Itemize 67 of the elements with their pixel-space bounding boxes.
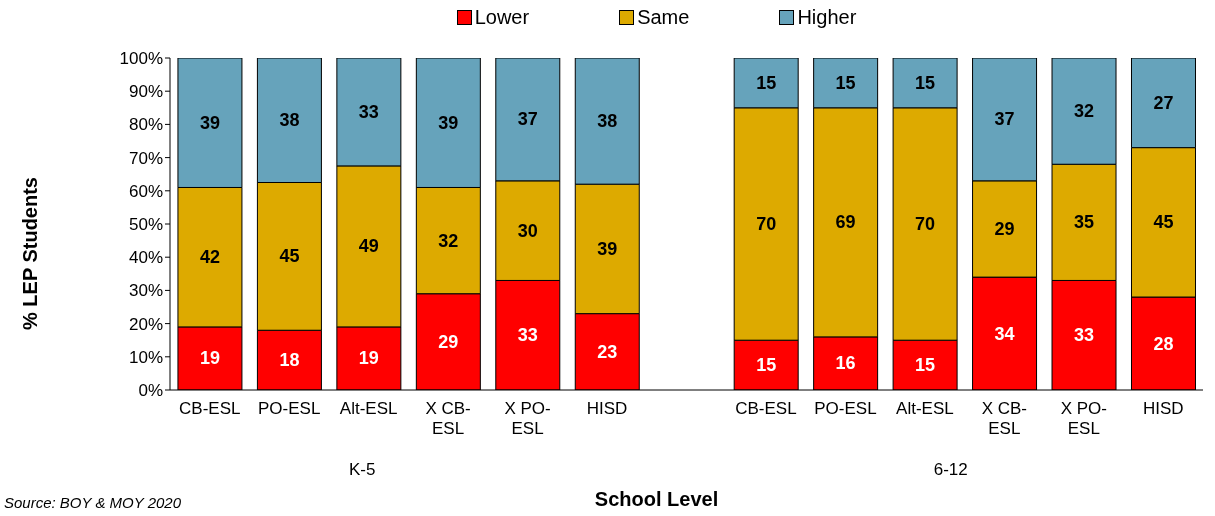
- text: K-5: [348, 460, 377, 480]
- data-label: 42: [199, 247, 220, 268]
- data-label: 34: [994, 323, 1015, 344]
- y-tick-label: 0%: [138, 381, 163, 401]
- x-tick-label: X CB-ESL: [981, 399, 1028, 438]
- data-label: 33: [358, 101, 379, 122]
- x-tick-label: PO-ESL: [814, 399, 877, 418]
- data-label: 32: [1074, 101, 1095, 122]
- y-tick-label: 20%: [128, 314, 163, 334]
- data-label: 19: [199, 348, 220, 369]
- legend-label: Lower: [474, 6, 530, 29]
- x-tick-label: CB-ESL: [735, 399, 797, 418]
- data-label: 30: [517, 220, 538, 241]
- data-label: 32: [438, 230, 459, 251]
- x-tick-label: X PO-ESL: [1060, 399, 1107, 438]
- data-label: 33: [517, 325, 538, 346]
- data-label: 39: [199, 112, 220, 133]
- data-label: 28: [1153, 333, 1174, 354]
- data-label: 45: [1153, 212, 1174, 233]
- x-tick-label: X PO-ESL: [504, 399, 551, 438]
- data-label: 45: [279, 246, 300, 267]
- data-label: 15: [915, 72, 936, 93]
- y-tick-label: 90%: [128, 82, 163, 102]
- data-label: 15: [915, 355, 936, 376]
- y-tick-label: 70%: [128, 148, 163, 168]
- data-label: 15: [835, 72, 856, 93]
- data-label: 35: [1074, 212, 1095, 233]
- data-label: 29: [438, 331, 459, 352]
- y-axis-title: % LEP Students: [18, 176, 42, 332]
- data-label: 70: [756, 214, 777, 234]
- y-tick-label: 100%: [119, 49, 163, 69]
- data-label: 69: [835, 212, 856, 233]
- data-label: 29: [994, 218, 1015, 239]
- x-tick-label: HISD: [586, 399, 628, 418]
- x-tick-label: Alt-ESL: [339, 399, 398, 418]
- data-label: 49: [358, 236, 379, 257]
- data-label: 39: [597, 238, 618, 259]
- data-label: 38: [279, 110, 300, 131]
- data-label: 15: [756, 355, 777, 376]
- y-tick-label: 10%: [128, 347, 163, 367]
- y-tick-label: 30%: [128, 281, 163, 301]
- data-label: 27: [1153, 92, 1174, 113]
- x-tick-label: HISD: [1142, 399, 1184, 418]
- data-label: 18: [279, 350, 300, 371]
- y-tick-label: 40%: [128, 248, 163, 268]
- data-label: 19: [358, 348, 379, 369]
- text: 6-12: [932, 460, 969, 480]
- x-tick-label: CB-ESL: [179, 399, 241, 418]
- data-label: 37: [517, 109, 538, 130]
- x-tick-label: PO-ESL: [258, 399, 321, 418]
- data-label: 16: [835, 353, 856, 374]
- y-tick-label: 60%: [128, 181, 163, 201]
- x-tick-label: X CB-ESL: [425, 399, 471, 438]
- source-note: Source: BOY & MOY 2020: [4, 494, 182, 511]
- legend-label: Same: [637, 6, 690, 29]
- y-tick-label: 80%: [128, 115, 163, 135]
- data-label: 23: [597, 341, 618, 362]
- y-tick-label: 50%: [128, 215, 163, 235]
- data-label: 39: [438, 112, 459, 133]
- data-label: 33: [1074, 325, 1095, 346]
- data-label: 15: [756, 72, 777, 93]
- data-label: 38: [597, 111, 618, 132]
- x-tick-label: Alt-ESL: [896, 399, 954, 418]
- data-label: 37: [994, 109, 1015, 130]
- data-label: 70: [915, 214, 936, 234]
- legend-label: Higher: [797, 6, 857, 29]
- x-axis-title: School Level: [594, 488, 719, 510]
